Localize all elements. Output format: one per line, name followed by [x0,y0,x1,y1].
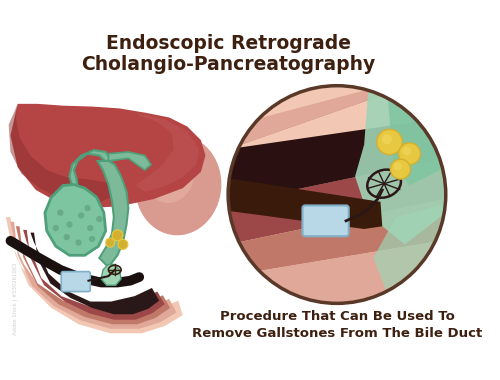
Polygon shape [228,178,382,229]
Circle shape [390,159,410,179]
Circle shape [78,212,84,218]
Circle shape [228,86,446,303]
Text: Endoscopic Retrograde: Endoscopic Retrograde [106,33,350,52]
Polygon shape [6,217,183,333]
Polygon shape [10,222,176,329]
Polygon shape [228,86,410,127]
Polygon shape [228,117,446,204]
Text: Cholangio-Pancreatography: Cholangio-Pancreatography [81,55,375,74]
Polygon shape [355,86,446,244]
Polygon shape [23,230,165,320]
Polygon shape [136,113,199,192]
Text: Procedure That Can Be Used To: Procedure That Can Be Used To [220,310,454,323]
Polygon shape [10,104,205,208]
Circle shape [87,225,94,231]
Polygon shape [16,226,170,324]
Circle shape [382,134,392,144]
Polygon shape [228,86,446,149]
Circle shape [89,236,96,242]
Polygon shape [70,150,112,185]
Text: Adobe Stock | #530261063: Adobe Stock | #530261063 [12,263,18,335]
Polygon shape [30,233,159,314]
Circle shape [66,221,72,228]
Circle shape [394,162,402,170]
Circle shape [96,216,102,222]
Circle shape [377,129,402,155]
Circle shape [402,147,411,155]
Polygon shape [228,240,446,303]
Polygon shape [387,86,446,185]
Circle shape [112,230,123,241]
Polygon shape [98,161,128,267]
Polygon shape [45,185,106,255]
Polygon shape [101,264,121,285]
Ellipse shape [135,136,222,235]
Polygon shape [108,152,151,170]
Circle shape [52,225,59,231]
Circle shape [118,239,128,249]
Circle shape [398,143,420,165]
Circle shape [76,239,82,246]
Polygon shape [228,86,355,149]
Polygon shape [228,86,410,149]
Circle shape [64,234,70,240]
FancyBboxPatch shape [61,272,90,291]
Polygon shape [8,104,115,204]
Circle shape [57,209,64,216]
Polygon shape [228,158,446,244]
Polygon shape [373,204,446,303]
Circle shape [84,205,90,211]
Ellipse shape [144,144,194,203]
Text: Remove Gallstones From The Bile Duct: Remove Gallstones From The Bile Duct [192,327,482,340]
FancyBboxPatch shape [302,206,348,236]
Polygon shape [228,199,446,276]
Circle shape [106,238,115,247]
